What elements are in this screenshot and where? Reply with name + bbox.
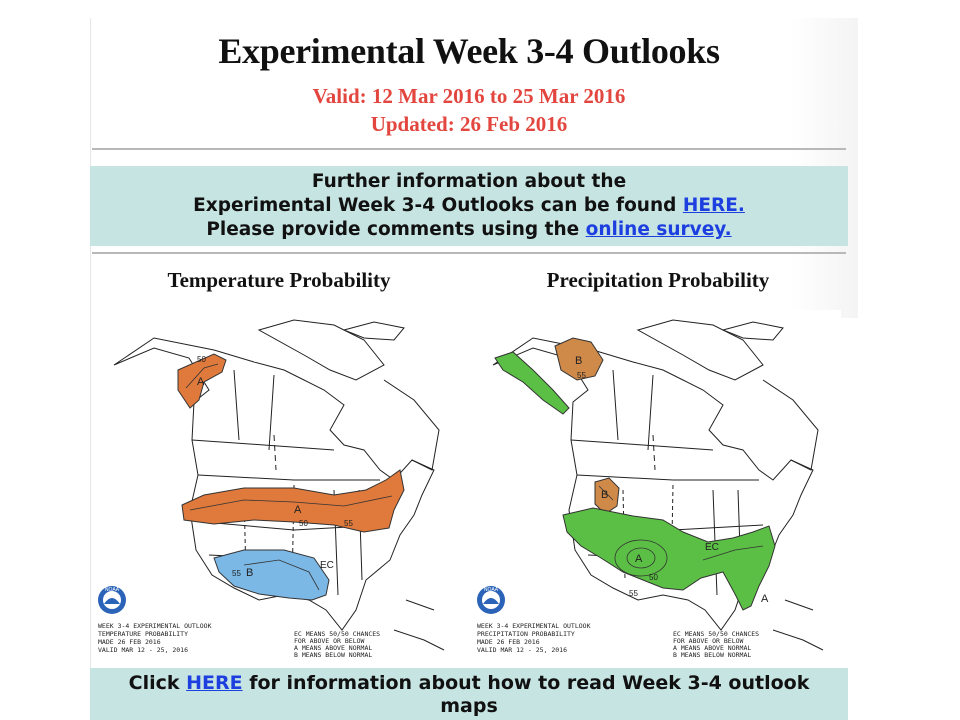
precip-legend-line: EC MEANS 50/50 CHANCES [673,630,759,638]
temp-caption-line: MADE 26 FEB 2016 [98,638,161,646]
temp-caption-line: WEEK 3-4 EXPERIMENTAL OUTLOOK [98,622,212,630]
temp-ec-label: EC [320,560,334,571]
divider-top [92,148,846,150]
footer-line-2: maps [440,695,498,717]
precip-south-50-label: 50 [649,573,658,582]
divider-middle [92,252,846,254]
precip-caption-line: MADE 26 FEB 2016 [477,638,540,646]
temperature-probability-map[interactable]: A 50 A 50 55 B 55 EC NOAA WEEK 3-4 EXPER… [94,310,462,660]
footer-line-1: Click HERE for information about how to … [90,672,848,695]
precip-alaska-55-label: 55 [577,371,586,380]
page-title: Experimental Week 3-4 Outlooks [218,31,720,71]
info-line-2-text: Experimental Week 3-4 Outlooks can be fo… [193,195,683,216]
precip-alaska-below-label: B [575,355,582,367]
precip-ec-label: EC [705,542,719,553]
noaa-logo-text-precipitation: NOAA [484,587,499,593]
valid-dates: Valid: 12 Mar 2016 to 25 Mar 2016 [312,84,626,108]
temp-north-55-label: 55 [344,519,353,528]
temp-caption-line: TEMPERATURE PROBABILITY [98,630,188,638]
info-line-3: Please provide comments using the online… [90,218,848,242]
temperature-map-title: Temperature Probability [167,268,391,292]
precipitation-probability-map[interactable]: B 55 B A 50 55 EC A NOAA WEEK 3-4 EXPERI… [473,310,841,660]
precip-east-above-label: A [761,593,769,605]
precip-south-above-label: A [635,553,643,565]
info-line-1: Further information about the [311,171,627,192]
precip-caption-line: VALID MAR 12 - 25, 2016 [477,646,567,654]
temp-alaska-above-label: A [197,376,205,388]
noaa-logo-precipitation: NOAA [477,586,505,614]
info-box: Further information about the Experiment… [90,166,848,246]
footer-prefix: Click [128,672,187,694]
info-line-3-text: Please provide comments using the [206,219,586,240]
temp-south-55-label: 55 [232,569,241,578]
noaa-logo-text-temperature: NOAA [105,587,120,593]
temp-legend-line: FOR ABOVE OR BELOW [294,637,365,645]
precip-caption-line: PRECIPITATION PROBABILITY [477,630,575,638]
info-here-link[interactable]: HERE. [682,195,745,216]
info-line-2: Experimental Week 3-4 Outlooks can be fo… [90,194,848,218]
precip-south-55-label: 55 [629,589,638,598]
footer-box: Click HERE for information about how to … [90,668,848,720]
precip-caption-line: WEEK 3-4 EXPERIMENTAL OUTLOOK [477,622,591,630]
temp-caption-line: VALID MAR 12 - 25, 2016 [98,646,188,654]
footer-here-link[interactable]: HERE [186,672,243,694]
precip-rockies-below-label: B [601,489,608,501]
footer-suffix: for information about how to read Week 3… [242,672,810,694]
temp-alaska-50-label: 50 [197,355,206,364]
temp-north-above-label: A [294,504,302,516]
noaa-logo-temperature: NOAA [98,586,126,614]
precip-legend-line: A MEANS ABOVE NORMAL [673,644,751,652]
precipitation-map-title: Precipitation Probability [546,268,770,292]
temp-legend-line: EC MEANS 50/50 CHANCES [294,630,380,638]
survey-link[interactable]: online survey. [585,219,732,240]
precip-legend-line: B MEANS BELOW NORMAL [673,651,751,659]
temp-north-50-label: 50 [299,519,308,528]
precip-legend-line: FOR ABOVE OR BELOW [673,637,744,645]
temp-south-below-label: B [246,567,253,579]
temp-legend-line: B MEANS BELOW NORMAL [294,651,372,659]
temp-legend-line: A MEANS ABOVE NORMAL [294,644,372,652]
updated-date: Updated: 26 Feb 2016 [370,112,568,136]
